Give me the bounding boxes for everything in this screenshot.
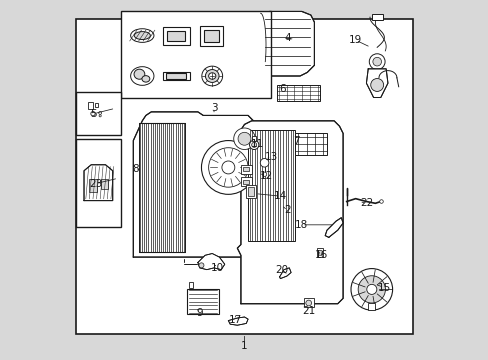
- Circle shape: [99, 112, 102, 114]
- Circle shape: [370, 78, 383, 91]
- Ellipse shape: [130, 29, 154, 42]
- Text: 22: 22: [359, 198, 372, 208]
- Bar: [89, 179, 97, 192]
- Text: 12: 12: [259, 171, 272, 181]
- Ellipse shape: [134, 69, 144, 79]
- Bar: [247, 187, 253, 196]
- Text: 2: 2: [284, 206, 290, 216]
- Bar: [294, 134, 326, 155]
- Bar: [276, 85, 319, 101]
- Text: 20: 20: [275, 265, 288, 275]
- Circle shape: [372, 57, 381, 66]
- Bar: [316, 248, 323, 257]
- Text: 3: 3: [210, 103, 217, 113]
- Polygon shape: [228, 317, 247, 325]
- Bar: [121, 12, 271, 98]
- Text: 7: 7: [293, 136, 299, 145]
- Polygon shape: [237, 121, 343, 304]
- Bar: [76, 139, 121, 226]
- Text: 19: 19: [348, 35, 362, 45]
- Ellipse shape: [205, 69, 219, 82]
- Text: 6: 6: [278, 84, 285, 94]
- Bar: [188, 282, 193, 288]
- Bar: [251, 136, 256, 141]
- Polygon shape: [325, 218, 343, 237]
- Circle shape: [350, 269, 392, 310]
- Bar: [139, 123, 185, 252]
- Bar: [163, 27, 190, 45]
- Polygon shape: [260, 12, 314, 76]
- Circle shape: [379, 200, 383, 203]
- Circle shape: [208, 148, 247, 187]
- Bar: [243, 167, 249, 171]
- Bar: [166, 73, 186, 78]
- Circle shape: [368, 54, 384, 69]
- Text: 18: 18: [295, 220, 308, 230]
- Circle shape: [366, 284, 376, 294]
- Text: 4: 4: [284, 33, 290, 43]
- Bar: [203, 30, 219, 42]
- Bar: [246, 185, 256, 198]
- Polygon shape: [133, 112, 260, 257]
- Bar: [241, 165, 251, 174]
- Text: 5: 5: [90, 109, 97, 119]
- Polygon shape: [198, 253, 224, 270]
- Bar: [163, 72, 190, 80]
- Bar: [243, 180, 249, 184]
- Text: 9: 9: [196, 308, 203, 318]
- Bar: [167, 31, 185, 41]
- Text: 14: 14: [273, 191, 286, 201]
- Circle shape: [357, 276, 385, 303]
- Ellipse shape: [142, 76, 149, 82]
- Bar: [199, 26, 223, 46]
- Circle shape: [233, 128, 255, 149]
- Circle shape: [262, 172, 266, 176]
- Circle shape: [305, 300, 311, 306]
- Text: 13: 13: [264, 152, 278, 162]
- Text: 1: 1: [241, 341, 247, 351]
- Text: 16: 16: [314, 250, 327, 260]
- Text: 15: 15: [377, 283, 390, 293]
- Bar: [76, 19, 412, 334]
- Polygon shape: [84, 165, 112, 201]
- Bar: [76, 92, 121, 135]
- Bar: [247, 130, 294, 241]
- Text: 21: 21: [302, 306, 315, 316]
- Ellipse shape: [130, 67, 154, 85]
- Text: 11: 11: [250, 139, 263, 149]
- Circle shape: [91, 112, 95, 116]
- Bar: [303, 298, 313, 307]
- Circle shape: [99, 115, 101, 117]
- Bar: [95, 103, 98, 107]
- Bar: [88, 102, 93, 109]
- Circle shape: [199, 263, 203, 268]
- Bar: [101, 179, 108, 189]
- Ellipse shape: [202, 66, 222, 86]
- Circle shape: [249, 140, 258, 149]
- Text: 23: 23: [89, 179, 102, 189]
- Ellipse shape: [134, 32, 150, 40]
- Text: 10: 10: [211, 263, 224, 273]
- Polygon shape: [366, 69, 387, 98]
- Bar: [371, 14, 382, 21]
- Circle shape: [317, 250, 322, 255]
- Bar: [241, 177, 251, 186]
- Circle shape: [201, 140, 255, 194]
- Text: 8: 8: [132, 164, 138, 174]
- Bar: [187, 289, 219, 315]
- Bar: [367, 303, 375, 310]
- Ellipse shape: [208, 73, 215, 79]
- Circle shape: [260, 158, 268, 167]
- Circle shape: [251, 142, 256, 147]
- Polygon shape: [279, 268, 290, 279]
- Circle shape: [222, 161, 234, 174]
- Circle shape: [238, 132, 250, 145]
- Text: 17: 17: [228, 315, 242, 325]
